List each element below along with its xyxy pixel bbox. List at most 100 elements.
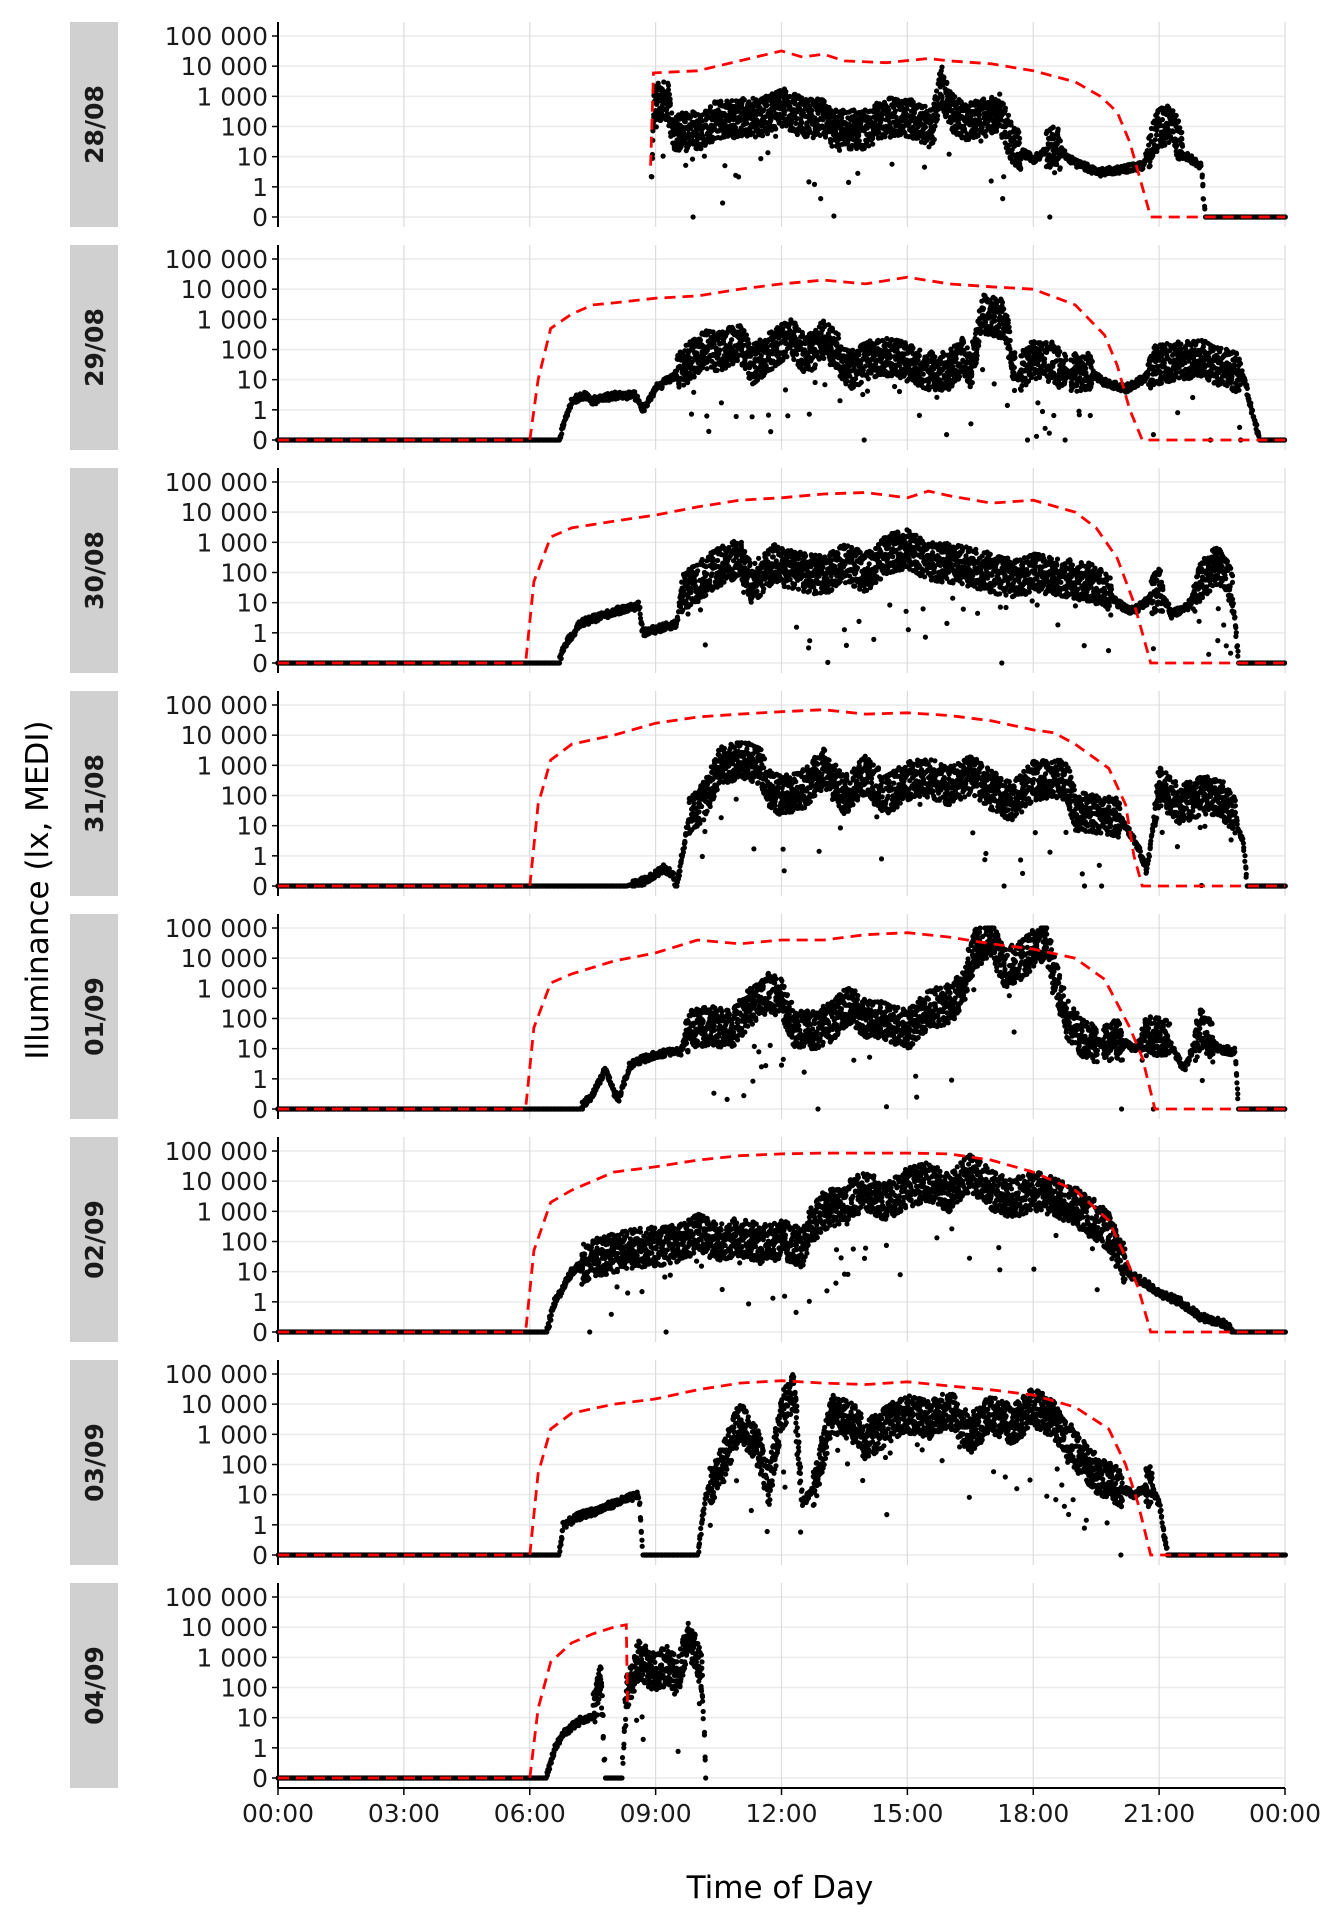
measured-point xyxy=(1198,160,1204,166)
measured-point xyxy=(974,353,980,359)
measured-point xyxy=(812,115,818,121)
measured-point xyxy=(777,99,783,105)
measured-point xyxy=(997,91,1003,97)
measured-point xyxy=(1036,374,1043,380)
measured-point xyxy=(1012,355,1018,361)
measured-point xyxy=(714,367,720,373)
measured-point xyxy=(1017,135,1023,141)
panel-strip-label: 29/08 xyxy=(80,308,109,387)
y-tick-label: 100 xyxy=(220,113,268,142)
measured-point xyxy=(1050,124,1056,130)
measured-point xyxy=(829,325,836,331)
measured-point xyxy=(1039,408,1046,415)
measured-point xyxy=(1179,143,1186,149)
measured-point xyxy=(1007,337,1013,344)
measured-point xyxy=(1012,350,1018,356)
measured-point xyxy=(809,107,815,113)
measured-point xyxy=(661,79,667,85)
measured-point xyxy=(669,110,675,116)
measured-point xyxy=(835,331,841,337)
measured-point xyxy=(896,388,903,395)
measured-point xyxy=(1005,112,1012,118)
measured-point xyxy=(886,107,892,113)
measured-point xyxy=(818,196,824,202)
measured-point xyxy=(794,351,800,357)
y-tick-label: 10 xyxy=(236,366,268,395)
measured-points xyxy=(648,64,1288,220)
measured-point xyxy=(939,64,945,70)
measured-point xyxy=(736,174,742,180)
measured-point xyxy=(1018,387,1024,393)
measured-point xyxy=(717,347,723,353)
measured-point xyxy=(707,104,714,110)
measured-point xyxy=(701,153,708,159)
measured-point xyxy=(1076,412,1082,418)
measured-point xyxy=(889,161,895,167)
y-tick-label: 10 xyxy=(236,143,268,172)
measured-point xyxy=(685,380,691,386)
measured-point xyxy=(1052,170,1058,176)
measured-point xyxy=(983,133,989,139)
measured-point xyxy=(745,340,752,346)
measured-point xyxy=(1011,387,1018,394)
measured-point xyxy=(785,413,791,419)
measured-point xyxy=(691,374,697,380)
measured-point xyxy=(741,97,747,103)
measured-point xyxy=(980,367,986,373)
measured-point xyxy=(760,133,766,139)
measured-point xyxy=(1200,196,1206,202)
measured-point xyxy=(1047,214,1053,220)
measured-point xyxy=(865,376,871,382)
measured-point xyxy=(799,120,805,126)
measured-point xyxy=(793,120,799,126)
measured-point xyxy=(744,120,750,126)
measured-point xyxy=(902,340,908,346)
measured-point xyxy=(660,153,666,159)
measured-point xyxy=(1199,172,1205,178)
measured-point xyxy=(916,412,923,418)
measured-point xyxy=(806,411,812,417)
measured-point xyxy=(844,378,850,384)
measured-point xyxy=(1175,118,1182,124)
measured-point xyxy=(749,130,756,136)
measured-point xyxy=(749,414,755,420)
measured-point xyxy=(706,428,712,434)
measured-point xyxy=(1002,129,1008,135)
measured-point xyxy=(1005,317,1011,323)
measured-point xyxy=(1018,165,1024,171)
y-tick-label: 10 000 xyxy=(181,275,268,304)
measured-point xyxy=(1179,136,1185,142)
measured-point xyxy=(932,123,938,129)
measured-point xyxy=(666,91,673,97)
measured-point xyxy=(1035,400,1041,406)
measured-point xyxy=(1000,196,1006,202)
measured-point xyxy=(861,437,867,443)
measured-point xyxy=(836,147,843,153)
measured-point xyxy=(811,181,818,187)
measured-point xyxy=(1202,203,1208,209)
measured-point xyxy=(1148,132,1154,139)
measured-point xyxy=(941,74,947,81)
measured-point xyxy=(665,87,672,93)
measured-point xyxy=(1154,132,1160,138)
measured-point xyxy=(773,133,779,139)
measured-point xyxy=(782,387,789,393)
measured-point xyxy=(765,129,771,135)
measured-point xyxy=(952,94,958,100)
measured-point xyxy=(935,113,941,119)
measured-point xyxy=(858,379,864,385)
measured-point xyxy=(946,151,952,157)
measured-point xyxy=(915,357,921,363)
measured-point xyxy=(812,379,818,386)
panel-strip-label: 28/08 xyxy=(80,85,109,164)
measured-point xyxy=(1159,117,1165,123)
measured-point xyxy=(689,156,696,162)
measured-point xyxy=(855,170,861,176)
y-tick-label: 100 000 xyxy=(165,245,268,274)
measured-point xyxy=(782,108,788,114)
measured-point xyxy=(988,178,994,184)
measured-point xyxy=(969,371,975,377)
y-tick-label: 100 xyxy=(220,336,268,365)
